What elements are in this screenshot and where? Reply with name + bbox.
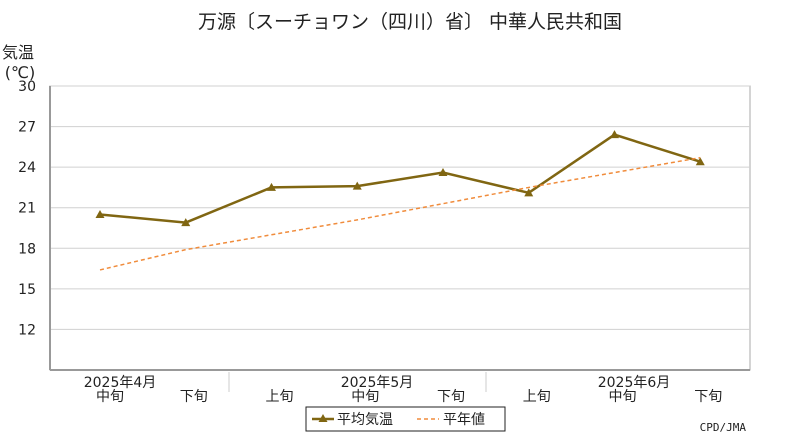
y-tick-label-21: 21 — [18, 201, 36, 217]
y-tick-label-27: 27 — [18, 120, 36, 136]
credit-label: CPD/JMA — [700, 421, 747, 434]
plot-area — [49, 85, 751, 371]
x-tick-label-4: 下旬 — [437, 389, 465, 405]
y-ticks: 12 15 18 21 24 27 30 — [18, 79, 36, 338]
legend-label-normal: 平年値 — [443, 412, 485, 428]
x-tick-label-3: 中旬 — [351, 389, 379, 405]
x-tick-label-1: 下旬 — [180, 389, 208, 405]
data-point-mean-2 — [267, 182, 276, 191]
data-point-mean-5 — [524, 188, 534, 197]
x-tick-label-2: 上旬 — [266, 389, 294, 405]
data-point-mean-7 — [695, 157, 705, 166]
x-tick-label-7: 下旬 — [694, 389, 722, 405]
grid-lines — [50, 85, 750, 330]
month-label-2: 2025年6月 — [598, 375, 671, 391]
month-label-1: 2025年5月 — [341, 375, 414, 391]
month-labels: 2025年4月 2025年5月 2025年6月 — [84, 375, 671, 391]
x-ticks: 中旬 下旬 上旬 中旬 下旬 上旬 中旬 下旬 — [96, 372, 722, 405]
legend-marker-mean — [318, 414, 328, 422]
data-point-mean-4 — [438, 168, 448, 177]
series-layer — [95, 130, 705, 271]
month-label-0: 2025年4月 — [84, 375, 157, 391]
y-tick-label-30: 30 — [18, 79, 36, 95]
legend: 平均気温 平年値 — [305, 406, 506, 432]
data-point-mean-0 — [95, 209, 105, 218]
y-axis-unit: (℃) — [5, 63, 35, 82]
legend-box — [305, 406, 506, 432]
chart-title: 万源〔スーチョワン（四川）省〕 中華人民共和国 — [198, 11, 622, 33]
y-tick-label-18: 18 — [18, 241, 36, 257]
y-tick-label-24: 24 — [18, 160, 36, 176]
data-point-mean-1 — [181, 218, 191, 227]
x-tick-label-6: 中旬 — [609, 389, 637, 405]
y-axis-label: 気温 — [2, 43, 34, 62]
x-tick-label-0: 中旬 — [96, 389, 124, 405]
legend-label-mean: 平均気温 — [337, 412, 393, 428]
y-tick-label-15: 15 — [18, 282, 36, 298]
y-tick-label-12: 12 — [18, 322, 36, 338]
series-line-mean — [99, 133, 701, 224]
data-point-mean-3 — [352, 181, 362, 190]
data-point-mean-6 — [610, 130, 619, 139]
x-tick-label-5: 上旬 — [523, 389, 551, 405]
